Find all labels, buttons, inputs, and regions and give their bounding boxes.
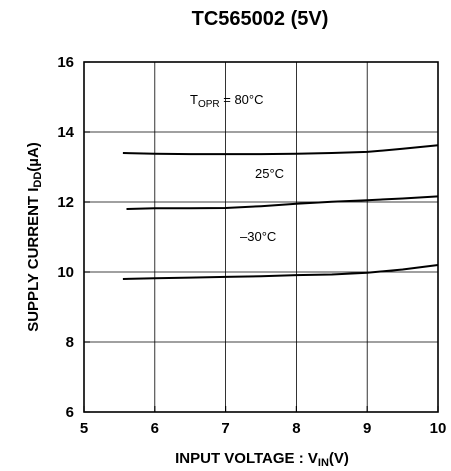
x-tick-label: 7 [221,420,229,437]
y-tick-label: 12 [57,194,74,211]
series-lines [122,144,439,280]
y-axis-label: SUPPLY CURRENT IDD(µA) [25,142,44,332]
x-axis-label: INPUT VOLTAGE : VIN(V) [175,450,349,469]
y-tick-label: 10 [57,264,74,281]
series-line-1 [122,144,439,156]
annotation-25c: 25°C [255,166,284,181]
grid-lines [84,62,438,412]
chart-title: TC565002 (5V) [191,8,329,30]
y-tick-label: 8 [66,334,74,351]
annotation-topr-sub: OPR [198,99,220,110]
x-axis-label-main: INPUT VOLTAGE : V [175,450,318,467]
y-tick-label: 6 [66,404,74,421]
x-tick-label: 6 [151,420,159,437]
y-axis-label-unit: (µA) [25,142,42,171]
x-axis-label-unit: (V) [329,450,349,467]
y-tick-label: 14 [57,124,74,141]
annotation-topr-rest: = 80°C [220,92,264,107]
x-tick-label: 8 [292,420,300,437]
annotation-topr: TOPR = 80°C [190,92,264,110]
series-line-2 [126,195,439,210]
x-tick-label: 9 [363,420,371,437]
plot-frame [83,61,439,413]
x-tick-label: 5 [80,420,88,437]
annotation-topr-main: T [190,92,198,107]
series-line-3 [122,264,439,280]
y-axis-label-main: SUPPLY CURRENT I [25,188,42,332]
y-tick-label: 16 [57,54,74,71]
x-tick-label: 10 [430,420,447,437]
x-axis-label-sub: IN [318,457,329,469]
y-axis-label-sub: DD [32,172,44,188]
annotation-minus30c: –30°C [240,229,276,244]
